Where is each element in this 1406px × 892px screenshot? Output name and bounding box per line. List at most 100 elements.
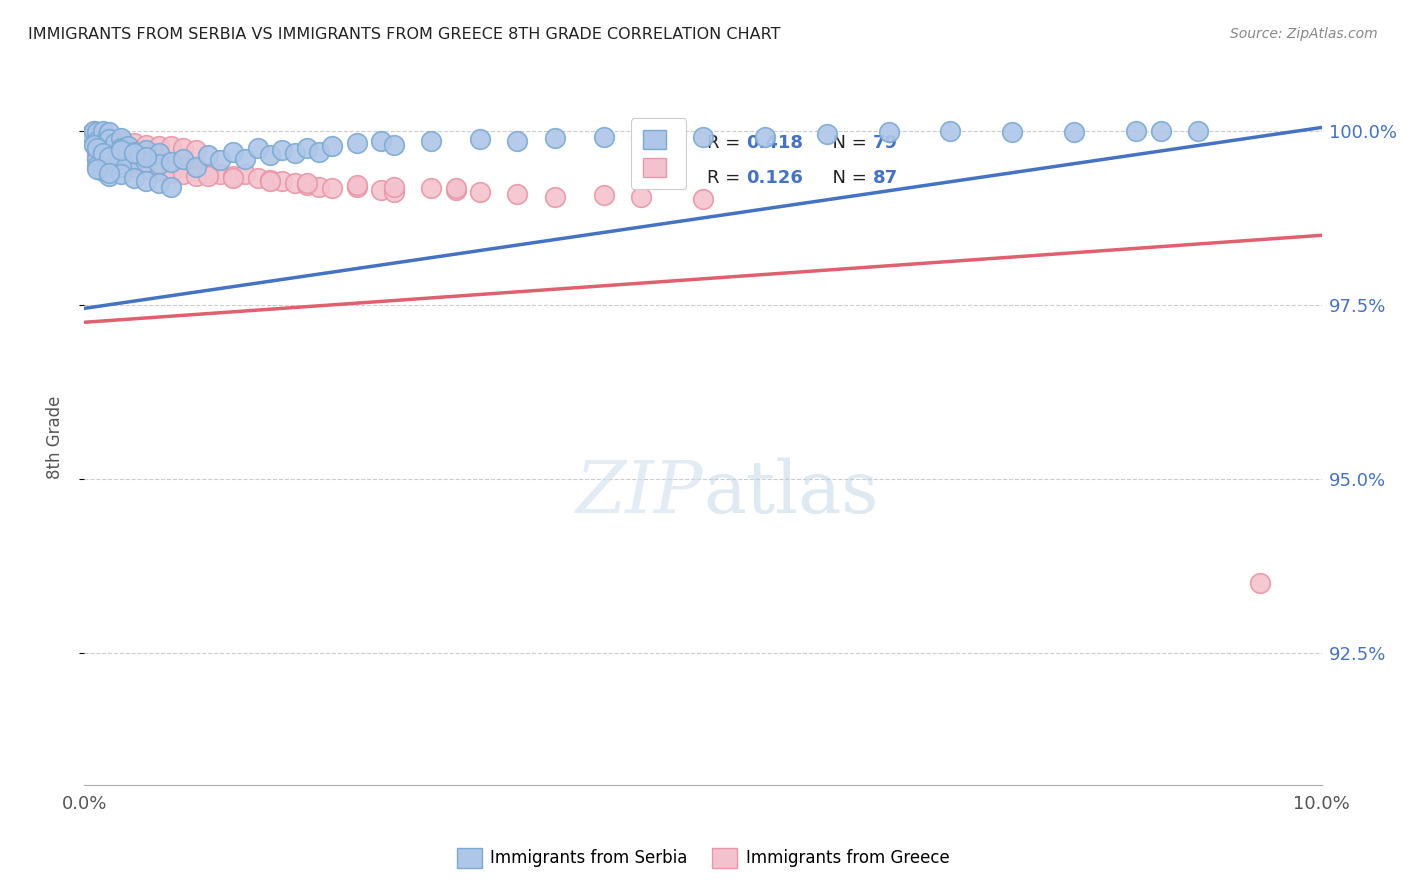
Point [98, 144, 121, 158]
Point [382, 179, 405, 194]
Point [96, 131, 118, 145]
Point [630, 190, 652, 204]
Point [110, 141, 132, 155]
Point [419, 134, 441, 148]
Point [83, 137, 105, 152]
Point [246, 141, 269, 155]
Point [692, 129, 714, 144]
Point [209, 167, 232, 181]
Point [172, 141, 194, 155]
Text: atlas: atlas [703, 458, 879, 528]
Text: ZIP: ZIP [575, 458, 703, 528]
Point [98, 125, 121, 139]
Point [295, 141, 318, 155]
Point [1001, 125, 1024, 139]
Point [117, 139, 139, 153]
Point [110, 146, 132, 161]
Point [148, 176, 170, 190]
Point [110, 153, 132, 168]
Point [543, 190, 565, 204]
Point [593, 129, 616, 144]
Point [98, 153, 121, 168]
Point [104, 152, 127, 166]
Point [222, 171, 245, 186]
Y-axis label: 8th Grade: 8th Grade [45, 395, 63, 479]
Point [148, 153, 170, 168]
Point [444, 183, 467, 197]
Point [110, 160, 132, 174]
Point [1125, 124, 1147, 138]
Point [91, 132, 114, 146]
Point [754, 129, 776, 144]
Point [98, 146, 121, 161]
Point [135, 155, 157, 169]
Point [148, 164, 170, 178]
Text: IMMIGRANTS FROM SERBIA VS IMMIGRANTS FROM GREECE 8TH GRADE CORRELATION CHART: IMMIGRANTS FROM SERBIA VS IMMIGRANTS FRO… [28, 27, 780, 42]
Text: N =: N = [821, 135, 872, 153]
Point [222, 145, 245, 159]
Point [160, 139, 183, 153]
Point [122, 155, 145, 169]
Point [122, 136, 145, 151]
Point [104, 136, 127, 151]
Point [271, 174, 294, 188]
Point [259, 148, 281, 162]
Text: 87: 87 [873, 169, 897, 187]
Point [346, 178, 368, 193]
Point [122, 146, 145, 161]
Text: N =: N = [821, 169, 872, 187]
Point [98, 166, 121, 180]
Point [1150, 124, 1173, 138]
Point [91, 146, 114, 161]
Text: 79: 79 [873, 135, 897, 153]
Point [135, 137, 157, 152]
Point [148, 162, 170, 177]
Text: R =: R = [707, 135, 745, 153]
Point [184, 164, 207, 178]
Point [91, 144, 114, 158]
Point [209, 153, 232, 168]
Point [321, 139, 343, 153]
Point [86, 144, 108, 158]
Point [135, 152, 157, 166]
Point [86, 137, 108, 152]
Point [877, 125, 900, 139]
Point [122, 144, 145, 158]
Point [86, 159, 108, 173]
Point [122, 155, 145, 169]
Text: R =: R = [707, 169, 745, 187]
Point [135, 144, 157, 158]
Text: Source: ZipAtlas.com: Source: ZipAtlas.com [1230, 27, 1378, 41]
Point [110, 148, 132, 162]
Point [470, 132, 492, 146]
Point [271, 144, 294, 158]
Point [98, 155, 121, 169]
Point [419, 181, 441, 195]
Point [259, 174, 281, 188]
Point [79, 128, 101, 142]
Point [148, 157, 170, 171]
Point [593, 188, 616, 202]
Point [284, 176, 307, 190]
Point [86, 152, 108, 166]
Point [308, 145, 330, 159]
Point [939, 124, 962, 138]
Point [184, 160, 207, 174]
Point [135, 150, 157, 164]
Point [83, 124, 105, 138]
Point [160, 179, 183, 194]
Text: 0.126: 0.126 [747, 169, 803, 187]
Point [630, 129, 652, 144]
Point [91, 141, 114, 155]
Point [543, 131, 565, 145]
Point [382, 185, 405, 199]
Point [98, 150, 121, 164]
Point [110, 144, 132, 158]
Point [86, 131, 108, 145]
Point [98, 132, 121, 146]
Point [1187, 124, 1209, 138]
Point [692, 192, 714, 206]
Point [86, 134, 108, 148]
Point [160, 157, 183, 171]
Point [135, 174, 157, 188]
